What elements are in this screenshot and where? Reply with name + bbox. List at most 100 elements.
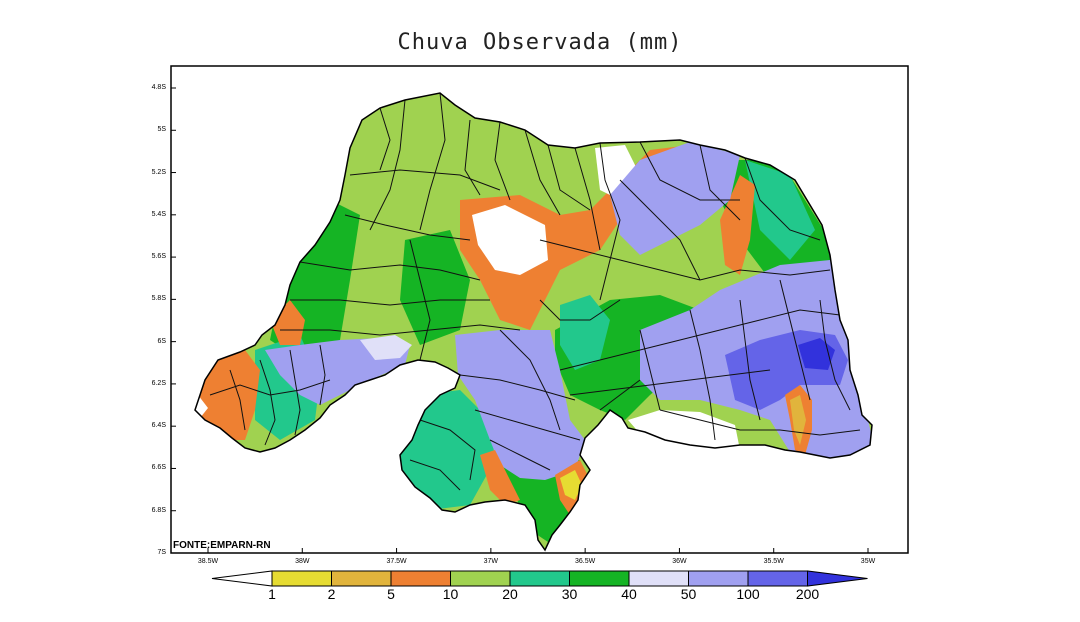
municipality-boundary	[569, 369, 771, 396]
municipality-boundary	[280, 324, 521, 336]
municipality-boundary	[819, 299, 851, 411]
zone-west-orange	[195, 350, 260, 440]
municipality-boundary	[599, 142, 621, 301]
legend-label: 2	[327, 586, 336, 602]
latitude-tick-label: 6.8S	[151, 506, 166, 514]
latitude-tick-label: 6.6S	[151, 464, 166, 472]
municipality-boundary	[464, 119, 481, 196]
plot-frame	[170, 65, 909, 554]
latitude-tick-label: 5.6S	[151, 253, 166, 261]
latitude-tick-label: 6.4S	[151, 422, 166, 430]
municipality-boundary	[299, 261, 481, 281]
longitude-tick-label: 37W	[483, 558, 499, 565]
legend-swatch	[628, 570, 689, 587]
municipality-boundary	[739, 299, 761, 421]
legend-label: 50	[680, 586, 697, 602]
legend-high-arrow	[807, 570, 868, 587]
latitude-tick-label: 5.8S	[151, 295, 166, 303]
zone-center-periwinkle	[455, 330, 585, 480]
legend-colorbar	[211, 570, 868, 587]
municipality-boundary	[524, 129, 561, 216]
legend-swatch	[569, 570, 630, 587]
legend-swatch	[747, 570, 808, 587]
map-title: Chuva Observada (mm)	[397, 30, 683, 55]
zone-north-white	[472, 205, 548, 275]
legend-label: 20	[502, 586, 518, 602]
zone-south-yellow	[560, 470, 582, 500]
longitude-tick-label: 38.5W	[197, 558, 219, 565]
municipality-boundary	[494, 121, 511, 201]
municipality-boundary	[744, 157, 821, 241]
legend-swatch	[271, 570, 332, 587]
source-credit: FONTE:EMPARN-RN	[173, 540, 271, 551]
latitude-tick-label: 4.8S	[151, 84, 166, 91]
zone-south-orange-1	[480, 450, 520, 505]
municipality-boundary	[379, 107, 391, 171]
municipality-boundary	[209, 379, 331, 396]
legend-swatch	[331, 570, 392, 587]
latitude-tick-label: 6.2S	[151, 379, 166, 387]
longitude-tick-label: 38W	[295, 558, 310, 565]
municipality-boundary	[499, 329, 561, 431]
longitude-tick-label: 36.5W	[575, 558, 596, 565]
municipality-boundary	[619, 179, 701, 281]
legend-swatch	[450, 570, 511, 587]
zone-center-teal	[560, 295, 610, 370]
municipality-boundary	[639, 329, 661, 411]
longitude-tick-label: 36W	[672, 558, 687, 565]
legend-label: 1	[268, 586, 276, 602]
longitude-tick-label: 37.5W	[386, 558, 407, 565]
municipality-boundary	[259, 359, 276, 446]
municipality-boundary	[659, 409, 861, 436]
municipality-boundary	[344, 214, 471, 241]
zone-west-lavender	[360, 335, 412, 360]
zone-east-teal	[745, 160, 815, 260]
legend-swatch	[509, 570, 570, 587]
municipality-boundary	[349, 169, 501, 191]
legend-label: 40	[621, 586, 637, 602]
municipality-boundary	[289, 349, 301, 436]
municipality-boundary	[574, 147, 601, 251]
municipality-boundaries	[209, 93, 861, 491]
latitude-tick-label: 6S	[157, 337, 166, 345]
zone-central-green	[400, 230, 470, 345]
municipality-boundary	[290, 299, 490, 306]
legend-swatch	[390, 570, 451, 587]
municipality-boundary	[599, 379, 641, 411]
longitude-tick-label: 35W	[860, 558, 876, 565]
municipality-boundary	[559, 309, 841, 371]
municipality-boundary	[229, 369, 246, 431]
legend-swatch	[688, 570, 749, 587]
municipality-boundary	[539, 239, 831, 281]
municipality-boundary	[547, 144, 591, 211]
legend-label: 200	[795, 586, 820, 602]
latitude-tick-label: 5.2S	[151, 168, 166, 176]
municipality-boundary	[779, 279, 811, 401]
municipality-boundary	[419, 93, 446, 231]
municipality-boundary	[409, 459, 461, 491]
latitude-tick-label: 7S	[157, 549, 166, 556]
municipality-boundary	[699, 144, 741, 221]
legend-label: 5	[387, 586, 395, 602]
municipality-boundary	[539, 299, 621, 321]
municipality-boundary	[419, 419, 476, 481]
legend-label: 30	[561, 586, 578, 602]
municipality-boundary	[409, 239, 431, 361]
legend-label: 100	[736, 586, 760, 602]
axis-tick-marks	[171, 87, 869, 554]
municipality-boundary	[474, 409, 581, 441]
longitude-tick-label: 35.5W	[763, 558, 784, 565]
zone-northeast-periwinkle	[610, 142, 740, 255]
municipality-boundary	[319, 344, 326, 406]
municipality-boundary	[459, 374, 576, 401]
zone-east-orange	[720, 175, 755, 275]
latitude-tick-label: 5S	[157, 126, 166, 134]
legend-label: 10	[442, 586, 459, 602]
legend-low-arrow	[211, 570, 273, 587]
municipality-boundary	[489, 439, 551, 471]
zone-east-darkblue	[798, 338, 835, 370]
municipality-boundary	[689, 309, 716, 441]
latitude-tick-label: 5.4S	[151, 210, 166, 218]
